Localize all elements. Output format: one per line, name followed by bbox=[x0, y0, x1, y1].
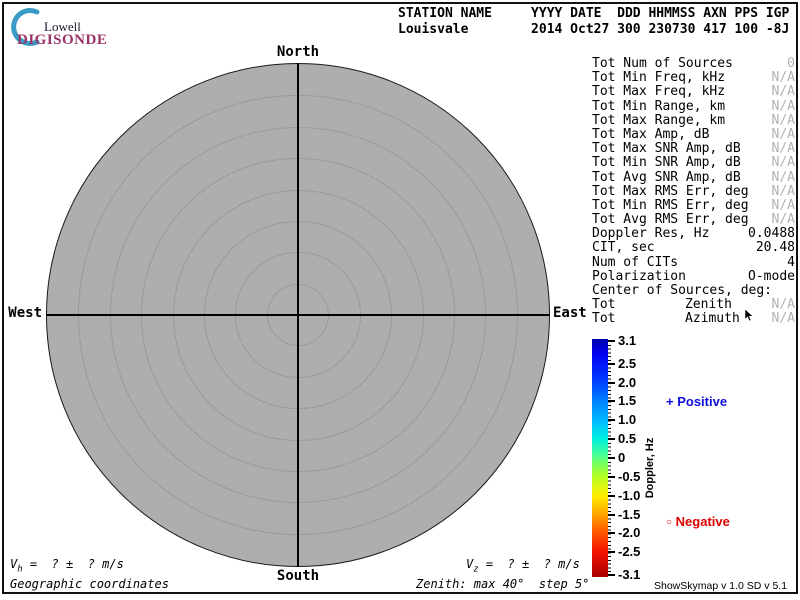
colorbar-tick bbox=[608, 551, 615, 554]
vh-symbol: V bbox=[10, 557, 18, 571]
stat-row: Tot Max Range, km N/A bbox=[592, 112, 795, 128]
logo-digisonde-text: DIGISONDE bbox=[17, 32, 108, 48]
logo-lowell-text: Lowell bbox=[44, 19, 81, 34]
colorbar-gradient bbox=[592, 339, 608, 577]
vh-value: = ? ± ? m/s bbox=[22, 557, 124, 571]
colorbar-tick bbox=[608, 340, 615, 342]
vz-velocity-readout: Vz = ? ± ? m/s bbox=[466, 557, 580, 574]
colorbar-tick-label: -2.5 bbox=[618, 544, 641, 560]
vz-symbol: V bbox=[466, 557, 474, 571]
colorbar-tick bbox=[608, 457, 615, 459]
mouse-cursor-icon bbox=[744, 309, 754, 322]
vh-subscript: h bbox=[17, 564, 23, 575]
compass-label-west: West bbox=[8, 305, 42, 321]
compass-label-east: East bbox=[553, 305, 587, 321]
stat-row: Tot Max SNR Amp, dB N/A bbox=[592, 141, 795, 157]
stat-row: Doppler Res, Hz 0.0488 bbox=[592, 226, 795, 242]
colorbar-tick-label: -1.5 bbox=[618, 506, 641, 522]
stat-row: Tot Max RMS Err, deg N/A bbox=[592, 183, 795, 199]
colorbar-tick bbox=[608, 532, 615, 535]
vz-subscript: z bbox=[473, 564, 479, 575]
circle-marker-icon: ○ bbox=[666, 517, 673, 528]
zenith-range-label: Zenith: max 40° step 5° bbox=[416, 577, 590, 591]
vz-value: = ? ± ? m/s bbox=[478, 557, 580, 571]
compass-label-south: South bbox=[276, 568, 320, 584]
stat-row: Tot Avg RMS Err, deg N/A bbox=[592, 212, 795, 228]
colorbar-tick-label: 1.5 bbox=[618, 393, 637, 409]
version-label: ShowSkymap v 1.0 SD v 5.1 bbox=[654, 580, 788, 592]
lowell-digisonde-logo: Lowell DIGISONDE bbox=[8, 6, 138, 48]
stat-row: Tot Azimuth N/A bbox=[592, 311, 795, 327]
legend-positive-label: Positive bbox=[677, 394, 728, 409]
stat-row: Tot Min Range, km N/A bbox=[592, 98, 795, 114]
stats-panel: Tot Num of Sources 0 Tot Min Freq, kHz N/A T… bbox=[592, 56, 795, 327]
station-header: STATION NAME YYYY DATE DDD HHMMSS AXN PP… bbox=[398, 6, 789, 38]
stat-row: Num of CITs 4 bbox=[592, 254, 795, 270]
legend-positive: + Positive bbox=[666, 394, 727, 409]
stat-row: Tot Min RMS Err, deg N/A bbox=[592, 197, 795, 213]
colorbar-axis-title: Doppler, Hz bbox=[644, 437, 656, 499]
colorbar-tick-label: 2.5 bbox=[618, 355, 637, 371]
stat-row: Tot Min Freq, kHz N/A bbox=[592, 70, 795, 86]
colorbar-tick bbox=[608, 400, 615, 403]
stat-row: Tot Max Amp, dB N/A bbox=[592, 126, 795, 142]
colorbar-tick-label: 3.1 bbox=[618, 333, 637, 348]
colorbar-tick-label: -3.1 bbox=[618, 567, 641, 582]
doppler-colorbar: 3.1 2.5 2.0 1.5 1.0 0.5 0 -0.5 -1.0 -1.5 -2.0 -2.5 -… bbox=[592, 333, 712, 582]
stat-row: Tot Avg SNR Amp, dB N/A bbox=[592, 169, 795, 185]
colorbar-tick bbox=[608, 513, 615, 516]
skymap-horizontal-axis bbox=[46, 314, 550, 316]
colorbar-tick-label: 0.5 bbox=[618, 431, 637, 447]
stat-row: Tot Min SNR Amp, dB N/A bbox=[592, 155, 795, 171]
coordinate-system-label: Geographic coordinates bbox=[10, 577, 169, 591]
header-columns-row: STATION NAME YYYY DATE DDD HHMMSS AXN PP… bbox=[398, 6, 790, 21]
vh-velocity-readout: Vh = ? ± ? m/s bbox=[10, 557, 124, 574]
colorbar-tick bbox=[608, 438, 615, 441]
stat-row: Polarization O-mode bbox=[592, 268, 795, 284]
plus-marker-icon: + bbox=[666, 394, 674, 409]
colorbar-tick-label: -1.0 bbox=[618, 487, 641, 503]
stat-row: CIT, sec 20.48 bbox=[592, 240, 795, 256]
colorbar-tick bbox=[608, 362, 615, 365]
colorbar-tick bbox=[608, 574, 615, 576]
colorbar-tick bbox=[608, 494, 615, 497]
stat-row: Tot Max Freq, kHz N/A bbox=[592, 84, 795, 100]
colorbar-tick-label: -0.5 bbox=[618, 468, 641, 484]
colorbar-tick-label: 0 bbox=[618, 450, 626, 465]
crescent-icon bbox=[11, 8, 40, 46]
legend-negative-label: Negative bbox=[675, 514, 730, 529]
colorbar-tick-label: 1.0 bbox=[618, 412, 637, 428]
legend-negative: ○ Negative bbox=[666, 514, 730, 529]
header-values-row: Louisvale 2014 Oct27 300 230730 417 100 … bbox=[398, 22, 790, 37]
colorbar-tick bbox=[608, 419, 615, 422]
stat-row: Tot Num of Sources 0 bbox=[592, 56, 795, 71]
stat-row: Tot Zenith N/A bbox=[592, 297, 795, 313]
stat-row: Center of Sources, deg: bbox=[592, 283, 773, 298]
colorbar-tick bbox=[608, 475, 615, 478]
colorbar-tick-label: -2.0 bbox=[618, 525, 641, 541]
compass-label-north: North bbox=[276, 44, 320, 60]
colorbar-tick bbox=[608, 381, 615, 384]
colorbar-tick-label: 2.0 bbox=[618, 374, 637, 390]
